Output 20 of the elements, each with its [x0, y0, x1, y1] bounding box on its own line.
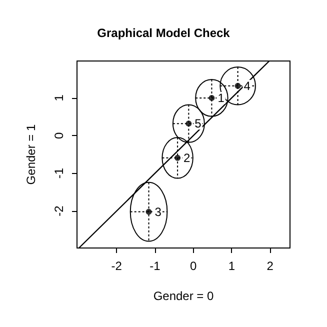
- point: [162, 137, 194, 179]
- x-tick-label: 1: [228, 259, 236, 273]
- y-tick-label: -2: [52, 205, 66, 216]
- x-tick-label: -2: [111, 259, 122, 273]
- y-tick-label: -1: [52, 168, 66, 179]
- y-axis-title: Gender = 1: [24, 124, 38, 185]
- annotation: 5: [194, 116, 202, 131]
- x-axis-title: Gender = 0: [153, 289, 214, 303]
- annotation: 3: [154, 204, 162, 219]
- x-tick-label: 2: [266, 259, 274, 273]
- annotation: 1: [218, 90, 225, 105]
- x-tick-label: -1: [150, 259, 161, 273]
- point: [172, 104, 205, 143]
- x-tick-label: 0: [190, 259, 197, 273]
- y-tick-label: 1: [52, 94, 66, 102]
- point: [195, 78, 228, 117]
- annotation: 4: [244, 78, 251, 93]
- chart-title: Graphical Model Check: [97, 26, 230, 40]
- annotation: 2: [184, 150, 191, 165]
- y-tick-label: 0: [52, 132, 66, 139]
